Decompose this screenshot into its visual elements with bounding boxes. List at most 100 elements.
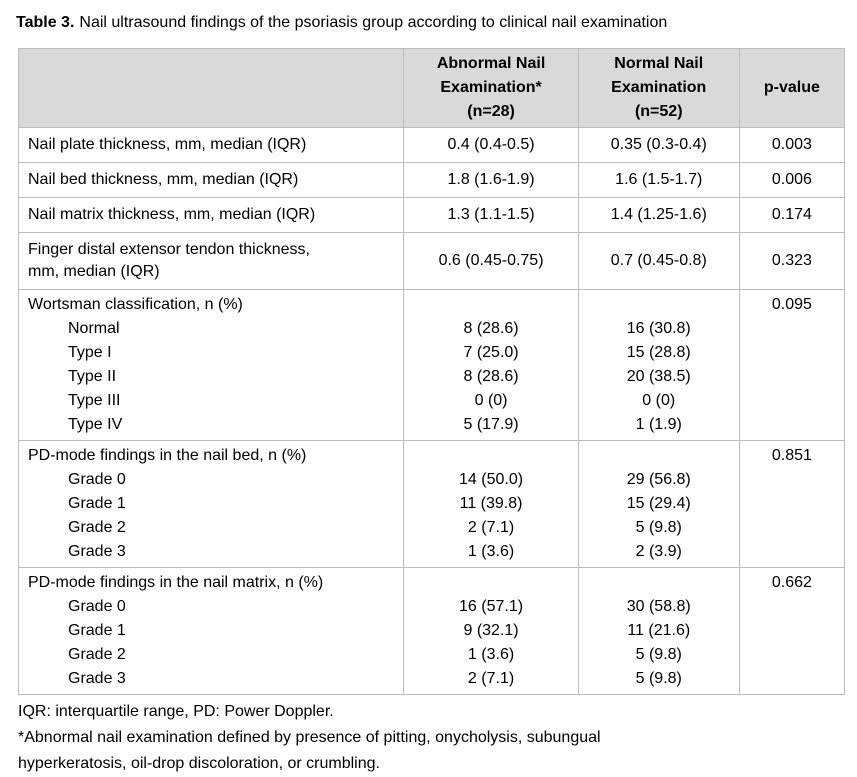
table-title: Table 3. Nail ultrasound findings of the … xyxy=(16,12,843,34)
sub-row-value: 1 (1.9) xyxy=(635,416,682,433)
sub-row-label: Grade 2 xyxy=(68,646,126,663)
sub-row-value: 20 (38.5) xyxy=(626,368,691,385)
sub-row-value: 14 (50.0) xyxy=(459,471,524,488)
section-title: Wortsman classification, n (%) xyxy=(28,296,243,313)
footnotes: IQR: interquartile range, PD: Power Dopp… xyxy=(18,699,843,777)
sub-row-value: 30 (58.8) xyxy=(626,598,691,615)
cell-label: Nail bed thickness, mm, median (IQR) xyxy=(17,162,405,198)
sub-row-label: Grade 1 xyxy=(68,622,126,639)
sub-row-label: Grade 2 xyxy=(68,519,126,536)
section-title: PD-mode findings in the nail bed, n (%) xyxy=(28,447,307,464)
spacer-line xyxy=(583,293,735,317)
sub-row-label: Normal xyxy=(68,320,120,337)
table-row: Finger distal extensor tendon thickness,… xyxy=(17,232,846,290)
cell-abnormal: 1.8 (1.6-1.9) xyxy=(403,162,579,198)
table-header: Abnormal Nail Examination* (n=28) Normal… xyxy=(17,48,846,128)
sub-row-value: 0 (0) xyxy=(642,392,676,409)
cell-normal: 0.35 (0.3-0.4) xyxy=(577,127,740,163)
spacer-line xyxy=(408,444,573,468)
sub-row-value: 1 (3.6) xyxy=(467,543,515,560)
cell-pvalue: 0.662 xyxy=(738,567,846,695)
sub-row-label: Grade 0 xyxy=(68,471,126,488)
table-row: Nail plate thickness, mm, median (IQR) 0.… xyxy=(17,127,846,163)
spacer-line xyxy=(583,444,735,468)
cell-pvalue: 0.323 xyxy=(738,232,846,290)
sub-row-value: 15 (28.8) xyxy=(626,344,691,361)
sub-row-value: 2 (7.1) xyxy=(467,519,515,536)
cell-pvalue: 0.003 xyxy=(738,127,846,163)
footnote-abbreviations: IQR: interquartile range, PD: Power Dopp… xyxy=(18,703,334,720)
table-title-number: Table 3. xyxy=(16,14,75,31)
sub-row-value: 7 (25.0) xyxy=(463,344,519,361)
table-title-text: Nail ultrasound findings of the psoriasi… xyxy=(79,14,668,31)
sub-row-value: 5 (9.8) xyxy=(635,519,682,536)
spacer-line xyxy=(408,293,573,317)
sub-row-label: Type III xyxy=(68,392,121,409)
cell-pvalue: 0.174 xyxy=(738,197,846,233)
sub-row-value: 11 (39.8) xyxy=(459,495,523,512)
sub-row-label: Grade 3 xyxy=(68,670,126,687)
sub-row-value: 15 (29.4) xyxy=(626,495,691,512)
column-header-empty xyxy=(17,48,405,128)
cell-normal: 1.4 (1.25-1.6) xyxy=(577,197,740,233)
cell-abnormal: 0.4 (0.4-0.5) xyxy=(403,127,579,163)
cell-label: PD-mode findings in the nail bed, n (%) G… xyxy=(17,440,405,568)
cell-label: Nail plate thickness, mm, median (IQR) xyxy=(17,127,405,163)
sub-row-value: 1 (3.6) xyxy=(467,646,515,663)
sub-row-value: 5 (9.8) xyxy=(635,670,682,687)
cell-pvalue: 0.006 xyxy=(738,162,846,198)
cell-normal: 0.7 (0.45-0.8) xyxy=(577,232,740,290)
cell-normal: 29 (56.8) 15 (29.4) 5 (9.8) 2 (3.9) xyxy=(577,440,740,568)
sub-row-value: 29 (56.8) xyxy=(626,471,691,488)
sub-row-label: Type IV xyxy=(68,416,123,433)
sub-row-value: 16 (30.8) xyxy=(626,320,691,337)
sub-row-value: 9 (32.1) xyxy=(463,622,519,639)
sub-row-value: 2 (3.9) xyxy=(635,543,682,560)
sub-row-label: Type II xyxy=(68,368,117,385)
footnote-asterisk: *Abnormal nail examination defined by pr… xyxy=(18,729,601,772)
table-row: PD-mode findings in the nail matrix, n (… xyxy=(17,567,846,695)
spacer-line xyxy=(583,571,735,595)
table-body: Nail plate thickness, mm, median (IQR) 0.… xyxy=(17,127,846,695)
table-row: PD-mode findings in the nail bed, n (%) G… xyxy=(17,440,846,568)
cell-abnormal: 14 (50.0) 11 (39.8) 2 (7.1) 1 (3.6) xyxy=(403,440,579,568)
sub-row-label: Grade 0 xyxy=(68,598,126,615)
cell-label: Wortsman classification, n (%) Normal Type… xyxy=(17,289,405,441)
cell-normal: 16 (30.8) 15 (28.8) 20 (38.5) 0 (0) 1 (1.9) xyxy=(577,289,740,441)
p-value: 0.851 xyxy=(771,447,812,464)
table-row: Nail bed thickness, mm, median (IQR) 1.8 … xyxy=(17,162,846,198)
sub-row-label: Grade 3 xyxy=(68,543,126,560)
cell-pvalue: 0.851 xyxy=(738,440,846,568)
sub-row-label: Grade 1 xyxy=(68,495,126,512)
cell-label: Nail matrix thickness, mm, median (IQR) xyxy=(17,197,405,233)
cell-pvalue: 0.095 xyxy=(738,289,846,441)
p-value: 0.095 xyxy=(771,296,812,313)
cell-label: PD-mode findings in the nail matrix, n (… xyxy=(17,567,405,695)
cell-label: Finger distal extensor tendon thickness,… xyxy=(17,232,405,290)
sub-row-value: 5 (9.8) xyxy=(635,646,682,663)
sub-row-value: 11 (21.6) xyxy=(627,622,691,639)
sub-row-label: Type I xyxy=(68,344,112,361)
column-header-pvalue: p-value xyxy=(738,48,846,128)
sub-row-value: 5 (17.9) xyxy=(463,416,519,433)
section-title: PD-mode findings in the nail matrix, n (… xyxy=(28,574,324,591)
column-header-normal: Normal Nail Examination (n=52) xyxy=(577,48,740,128)
cell-abnormal: 16 (57.1) 9 (32.1) 1 (3.6) 2 (7.1) xyxy=(403,567,579,695)
cell-abnormal: 8 (28.6) 7 (25.0) 8 (28.6) 0 (0) 5 (17.9) xyxy=(403,289,579,441)
sub-row-value: 2 (7.1) xyxy=(467,670,515,687)
header-row: Abnormal Nail Examination* (n=28) Normal… xyxy=(17,48,846,128)
cell-abnormal: 1.3 (1.1-1.5) xyxy=(403,197,579,233)
spacer-line xyxy=(408,571,573,595)
sub-row-value: 16 (57.1) xyxy=(459,598,524,615)
cell-normal: 1.6 (1.5-1.7) xyxy=(577,162,740,198)
p-value: 0.662 xyxy=(771,574,812,591)
column-header-abnormal: Abnormal Nail Examination* (n=28) xyxy=(403,48,579,128)
cell-normal: 30 (58.8) 11 (21.6) 5 (9.8) 5 (9.8) xyxy=(577,567,740,695)
table-row: Wortsman classification, n (%) Normal Type… xyxy=(17,289,846,441)
sub-row-value: 8 (28.6) xyxy=(463,368,519,385)
sub-row-value: 8 (28.6) xyxy=(463,320,519,337)
sub-row-value: 0 (0) xyxy=(474,392,508,409)
table-row: Nail matrix thickness, mm, median (IQR) 1… xyxy=(17,197,846,233)
nail-ultrasound-table: Abnormal Nail Examination* (n=28) Normal… xyxy=(17,48,846,695)
